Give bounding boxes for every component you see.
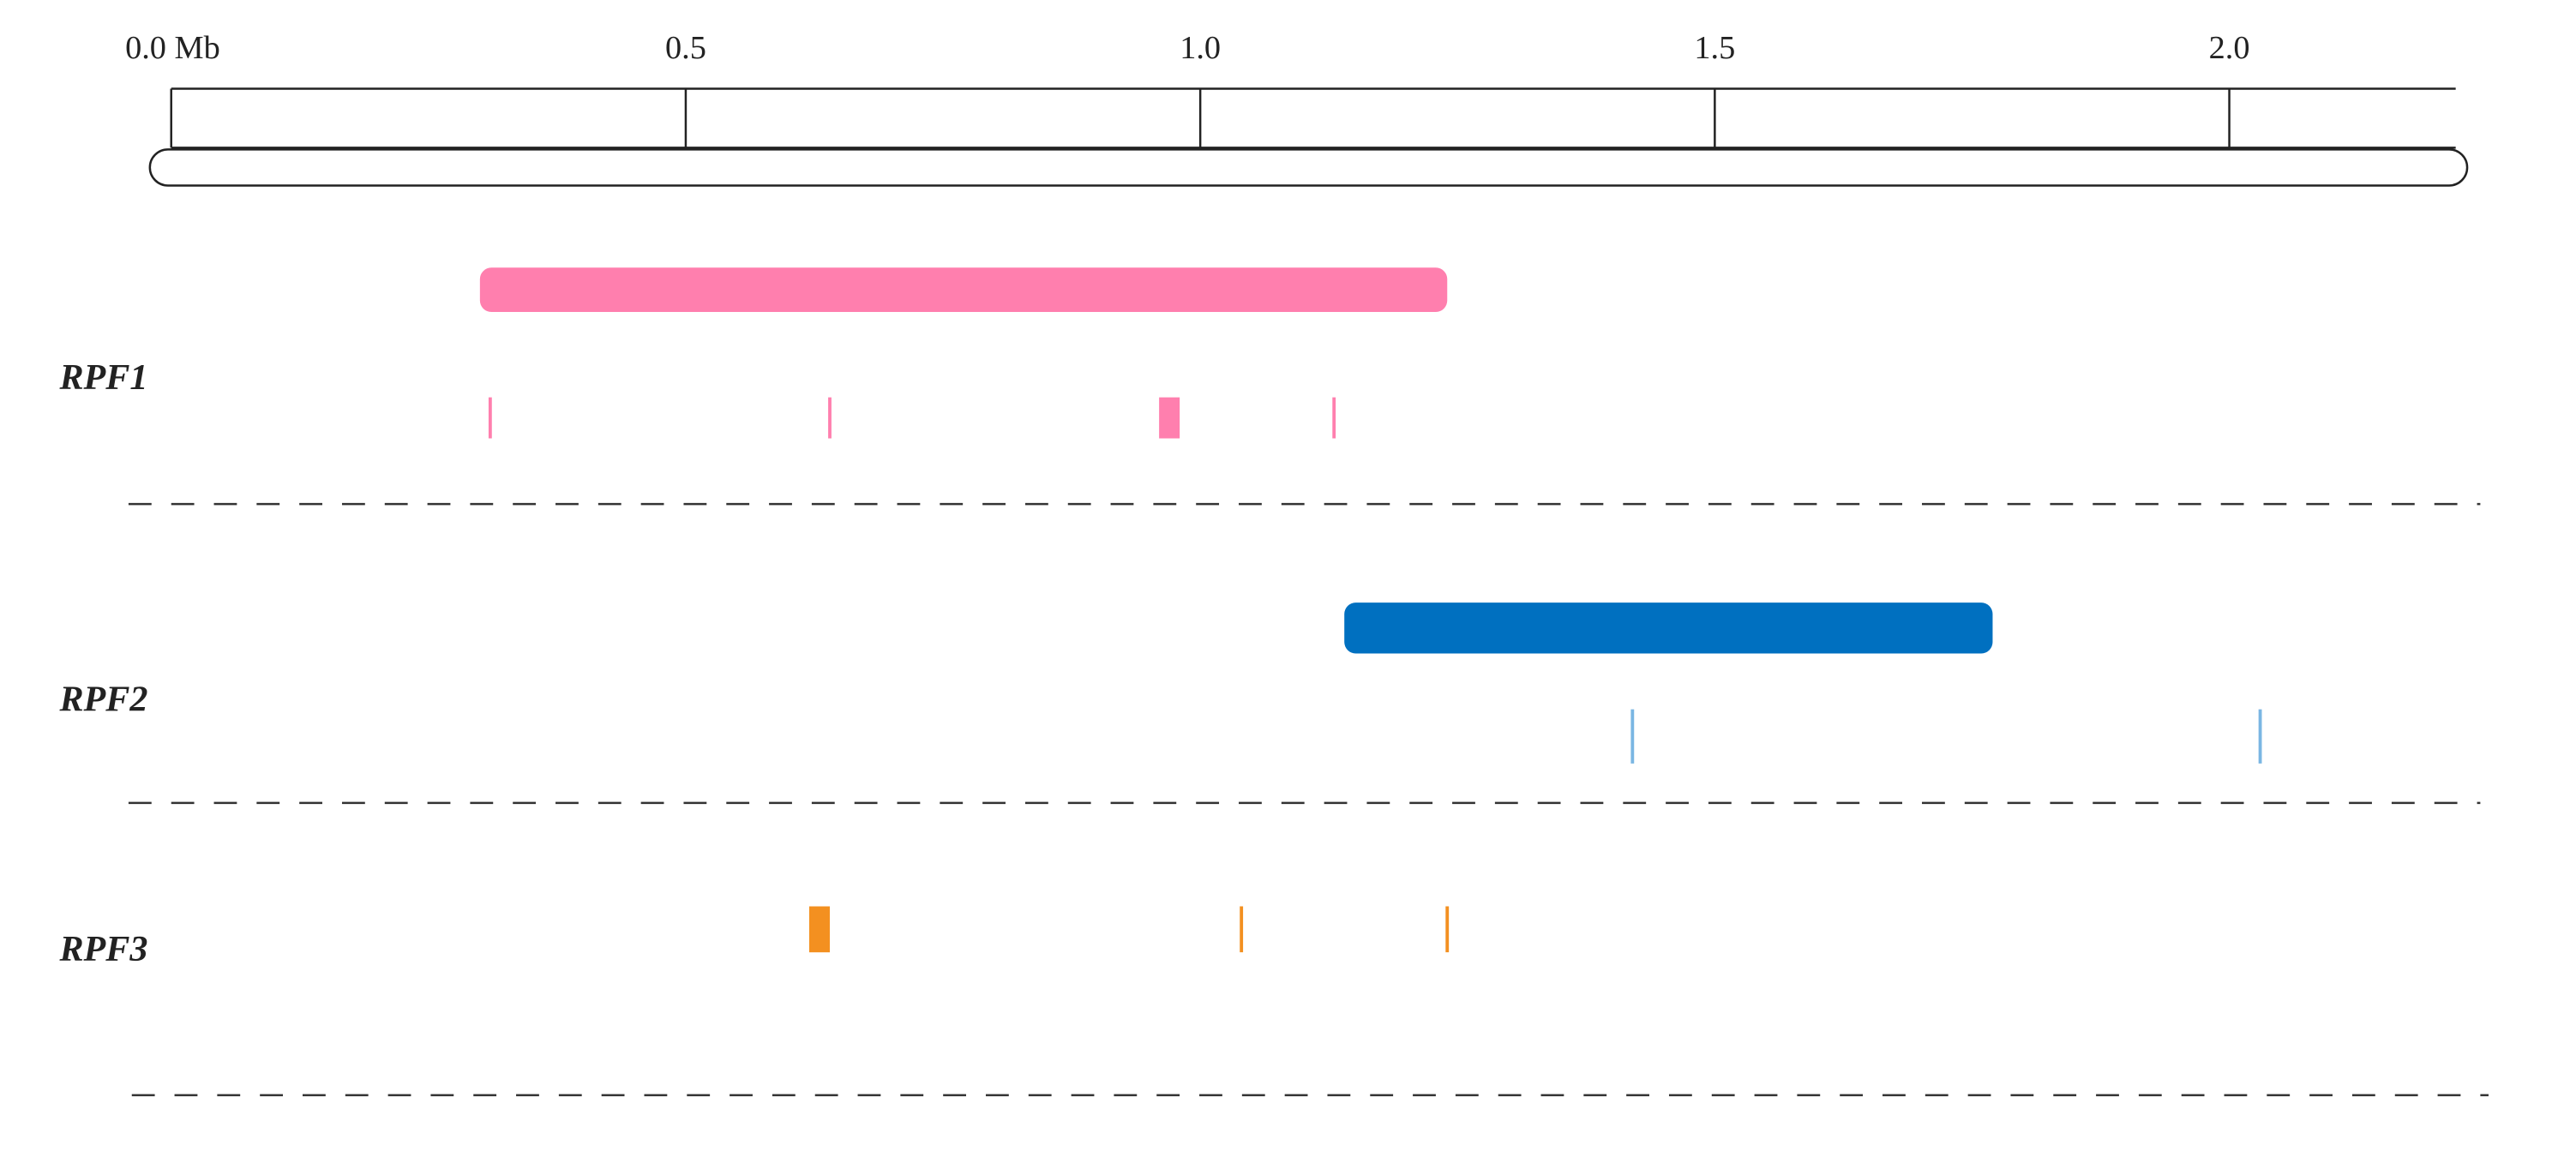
- track-label: RPF3: [58, 929, 147, 969]
- x-tick-label: 2.0: [2209, 30, 2250, 66]
- track-label: RPF1: [58, 357, 147, 398]
- x-tick-label: 1.5: [1694, 30, 1735, 66]
- track-label: RPF2: [58, 680, 147, 720]
- region-bar: [479, 267, 1448, 313]
- x-tick-label: 1.0: [1180, 30, 1221, 66]
- x-tick-label: 0.5: [665, 30, 706, 66]
- marker: [1159, 397, 1180, 439]
- region-bar: [1344, 602, 1993, 654]
- chromosome: [148, 148, 2469, 187]
- x-tick-label: 0.0 Mb: [125, 30, 220, 66]
- marker: [808, 906, 830, 953]
